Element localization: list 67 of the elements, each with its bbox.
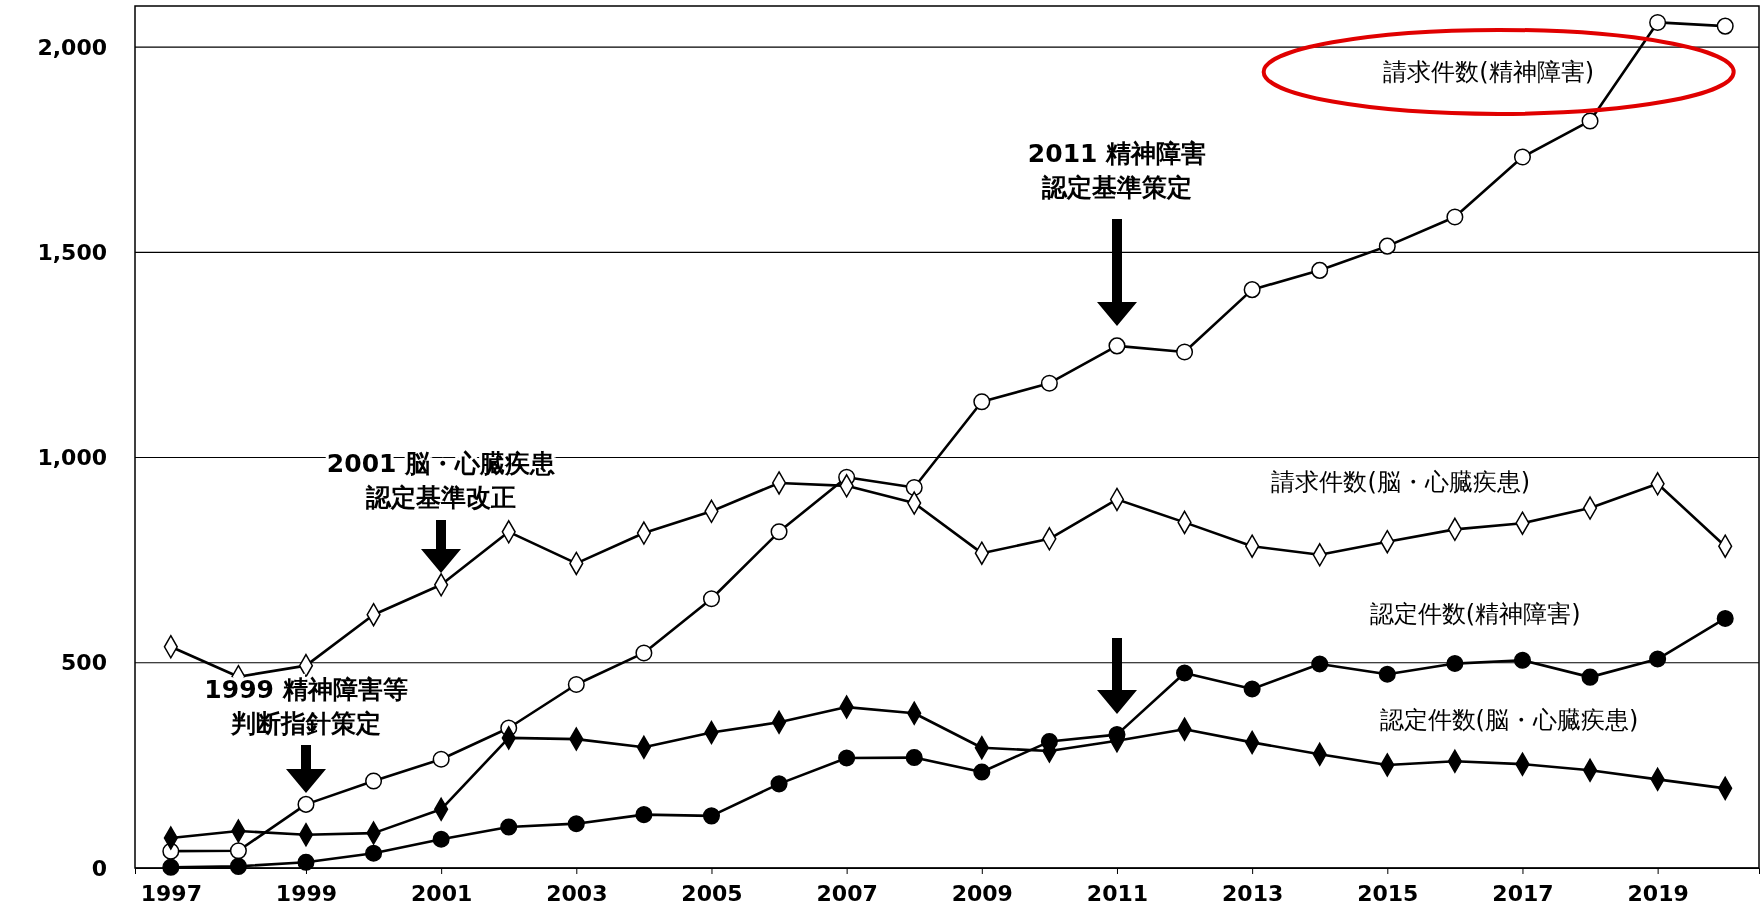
point [1513, 651, 1531, 669]
y-tick-label: 500 [61, 650, 107, 676]
point [973, 763, 991, 781]
point [297, 853, 315, 871]
point [905, 478, 923, 496]
point [1378, 665, 1396, 683]
series-label: 請求件数(脳・心臓疾患) [1271, 468, 1531, 497]
x-tick-label: 1997 [140, 881, 202, 907]
point [838, 749, 856, 767]
y-tick-label: 1,000 [37, 445, 107, 471]
point [702, 590, 720, 608]
point [1176, 343, 1194, 361]
point [770, 775, 788, 793]
point [567, 815, 585, 833]
point [365, 772, 383, 790]
x-tick-label: 2017 [1492, 881, 1554, 907]
point [432, 830, 450, 848]
point [1446, 655, 1464, 673]
point [1108, 337, 1126, 355]
series-label: 認定件数(精神障害) [1369, 599, 1581, 628]
point [1513, 148, 1531, 166]
point [635, 644, 653, 662]
point [1243, 281, 1261, 299]
point [365, 844, 383, 862]
x-tick-label: 2003 [546, 881, 608, 907]
y-tick-label: 1,500 [37, 239, 107, 265]
x-tick-label: 2013 [1222, 881, 1284, 907]
x-tick-label: 2005 [681, 881, 743, 907]
series-label: 請求件数(精神障害) [1383, 57, 1595, 86]
point [1176, 664, 1194, 682]
point [770, 523, 788, 541]
annotation: 1999 精神障害等判断指針策定 [204, 675, 408, 738]
point [162, 858, 180, 876]
point [1378, 237, 1396, 255]
point [297, 795, 315, 813]
point [905, 749, 923, 767]
point [229, 857, 247, 875]
y-tick-label: 2,000 [37, 34, 107, 60]
x-tick-label: 2009 [951, 881, 1013, 907]
point [973, 393, 991, 411]
point [1581, 112, 1599, 130]
x-tick-label: 2019 [1627, 881, 1689, 907]
annotation: 2001 脳・心臓疾患認定基準改正 [326, 449, 556, 512]
point [1311, 261, 1329, 279]
point [1581, 668, 1599, 686]
point [1243, 680, 1261, 698]
point [229, 842, 247, 860]
x-tick-label: 2001 [411, 881, 473, 907]
point [1649, 650, 1667, 668]
point [702, 807, 720, 825]
point [500, 818, 518, 836]
point [1311, 655, 1329, 673]
x-tick-label: 2007 [816, 881, 878, 907]
y-tick-label: 0 [91, 855, 107, 881]
point [1716, 609, 1734, 627]
point [567, 676, 585, 694]
x-tick-label: 1999 [275, 881, 338, 907]
x-tick-label: 2015 [1357, 881, 1419, 907]
x-tick-label: 2011 [1086, 881, 1149, 907]
point [635, 806, 653, 824]
point [432, 750, 450, 768]
point [1716, 17, 1734, 35]
point [1040, 374, 1058, 392]
annotation: 2011 精神障害認定基準策定 [1027, 139, 1207, 202]
point [1649, 13, 1667, 31]
series-label: 認定件数(脳・心臓疾患) [1379, 706, 1639, 735]
point [1446, 208, 1464, 226]
